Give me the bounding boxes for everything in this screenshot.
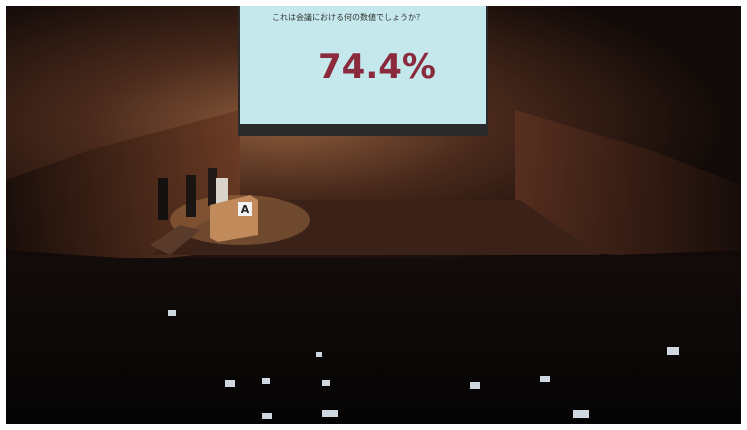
laptop (262, 413, 272, 419)
person (208, 168, 217, 206)
laptop (322, 410, 338, 417)
laptop (540, 376, 550, 382)
laptop (573, 410, 589, 418)
laptop (470, 382, 480, 389)
laptop (262, 378, 270, 384)
podium-label: A (241, 203, 250, 216)
page: これは会議における何の数値でしょうか？ 74.4% A (() => { con… (0, 0, 747, 430)
laptop (322, 380, 330, 386)
laptop (316, 352, 322, 357)
screen-answer: 74.4% (318, 47, 436, 87)
laptop (225, 380, 235, 387)
laptop (667, 347, 679, 355)
person (158, 178, 168, 220)
audience-seats (6, 258, 741, 424)
photo: これは会議における何の数値でしょうか？ 74.4% A (0, 0, 747, 430)
laptop (168, 310, 176, 316)
person (186, 175, 196, 217)
screen-question: これは会議における何の数値でしょうか？ (272, 12, 424, 22)
